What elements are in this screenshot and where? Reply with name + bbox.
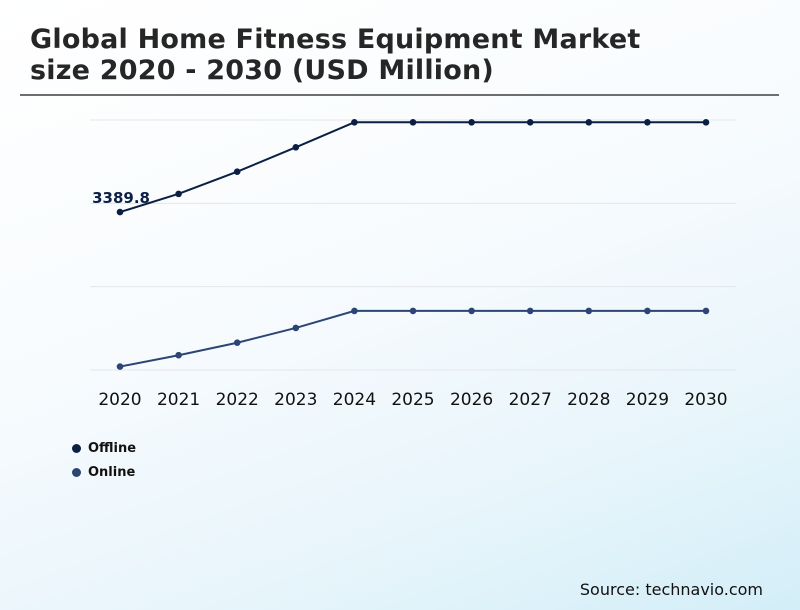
data-point-online-2024 bbox=[351, 307, 358, 315]
data-point-offline-2023 bbox=[292, 143, 300, 151]
data-point-online-2026 bbox=[468, 307, 475, 315]
legend-item-offline[interactable]: Offline bbox=[72, 436, 136, 460]
legend-label-offline: Offline bbox=[88, 440, 137, 456]
data-point-offline-2021 bbox=[175, 190, 182, 198]
data-point-online-2029 bbox=[644, 307, 651, 315]
x-tick-label-2030: 2030 bbox=[684, 390, 727, 410]
data-point-online-2030 bbox=[702, 307, 710, 315]
legend: Offline Online bbox=[72, 436, 136, 484]
data-point-offline-2020 bbox=[116, 208, 124, 216]
x-tick-label-2025: 2025 bbox=[391, 390, 434, 410]
legend-item-online[interactable]: Online bbox=[72, 460, 136, 484]
data-label: 3389.8 bbox=[92, 189, 150, 207]
x-tick-label-2023: 2023 bbox=[274, 390, 317, 410]
data-point-online-2020 bbox=[116, 363, 124, 370]
series-line-online bbox=[119, 309, 706, 368]
data-point-offline-2024 bbox=[351, 118, 358, 126]
series-line-offline bbox=[119, 121, 706, 214]
x-tick-label-2024: 2024 bbox=[333, 390, 376, 410]
x-tick-label-2029: 2029 bbox=[626, 390, 669, 410]
data-point-online-2025 bbox=[409, 307, 417, 315]
data-point-offline-2025 bbox=[409, 118, 417, 126]
chart-title: Global Home Fitness Equipment Market siz… bbox=[30, 24, 641, 86]
data-point-offline-2026 bbox=[468, 118, 475, 126]
data-point-offline-2027 bbox=[526, 118, 534, 126]
title-divider bbox=[20, 94, 779, 96]
x-tick-label-2027: 2027 bbox=[509, 390, 552, 410]
data-point-online-2022 bbox=[233, 339, 241, 347]
data-point-offline-2022 bbox=[233, 168, 241, 176]
legend-label-online: Online bbox=[88, 464, 136, 480]
data-point-offline-2030 bbox=[702, 118, 710, 126]
data-point-online-2023 bbox=[292, 324, 300, 332]
x-tick-label-2021: 2021 bbox=[157, 390, 200, 410]
legend-marker-online bbox=[72, 467, 81, 477]
x-tick-label-2022: 2022 bbox=[216, 390, 259, 410]
data-point-online-2028 bbox=[585, 307, 593, 315]
data-point-online-2027 bbox=[526, 307, 534, 315]
data-point-offline-2028 bbox=[585, 118, 593, 126]
legend-marker-offline bbox=[72, 443, 81, 453]
x-tick-label-2020: 2020 bbox=[98, 390, 141, 410]
data-point-offline-2029 bbox=[644, 118, 651, 126]
x-tick-label-2028: 2028 bbox=[567, 390, 610, 410]
x-tick-label-2026: 2026 bbox=[450, 390, 493, 410]
source-note: Source: technavio.com bbox=[579, 580, 763, 599]
data-point-online-2021 bbox=[175, 351, 182, 359]
